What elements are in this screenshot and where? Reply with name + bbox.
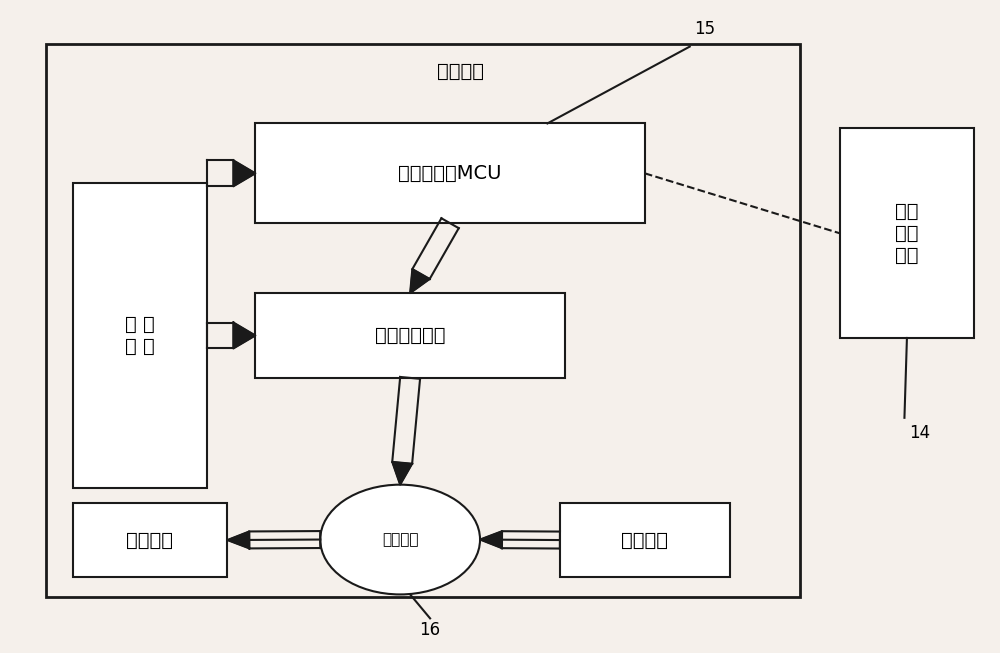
Polygon shape — [392, 462, 412, 485]
Text: 16: 16 — [420, 622, 441, 639]
Text: 步进电机: 步进电机 — [382, 532, 418, 547]
Text: 基于蓝牙的MCU: 基于蓝牙的MCU — [398, 164, 502, 183]
Bar — [255, 293, 565, 378]
Polygon shape — [480, 531, 502, 548]
Bar — [46, 44, 800, 597]
Text: 电机驱动模块: 电机驱动模块 — [375, 326, 445, 345]
Text: 开关面板: 开关面板 — [437, 62, 484, 81]
Bar — [560, 503, 730, 577]
Ellipse shape — [320, 485, 480, 594]
Bar — [840, 129, 974, 338]
Bar — [73, 183, 207, 488]
Polygon shape — [233, 323, 255, 349]
Polygon shape — [410, 269, 430, 293]
Bar — [73, 503, 227, 577]
Bar — [255, 123, 645, 223]
Polygon shape — [227, 532, 249, 549]
Text: 14: 14 — [909, 424, 930, 442]
Text: 15: 15 — [694, 20, 715, 38]
Text: 蓝牙
控制
终端: 蓝牙 控制 终端 — [895, 202, 919, 264]
Text: 传动机构: 传动机构 — [126, 530, 173, 550]
Polygon shape — [233, 161, 255, 186]
Text: 电 源
模 块: 电 源 模 块 — [125, 315, 155, 356]
Text: 手动开关: 手动开关 — [621, 530, 668, 550]
